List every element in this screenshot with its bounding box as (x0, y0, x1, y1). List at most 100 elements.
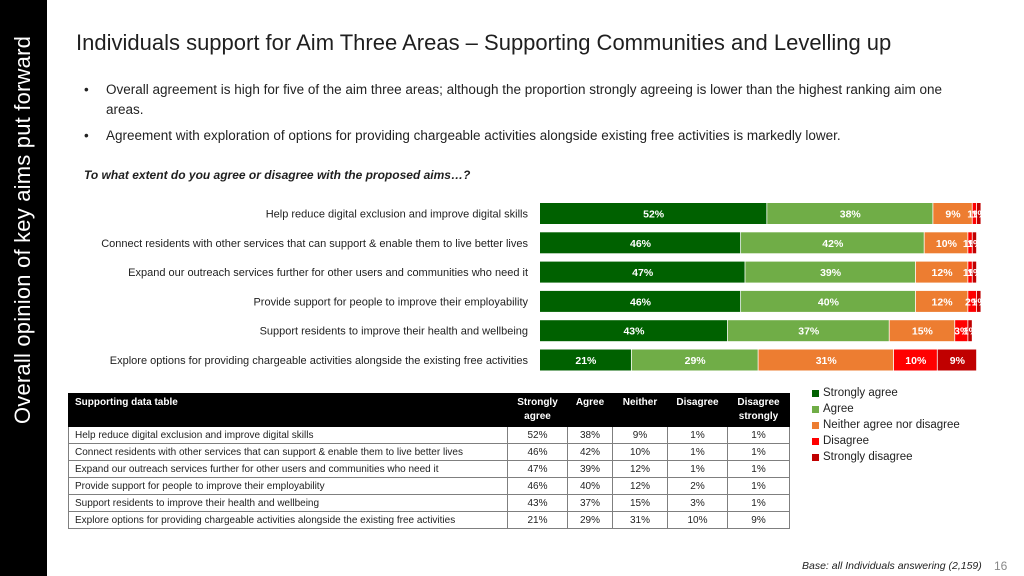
bar-segment (933, 203, 972, 224)
table-header-cell: Supporting data table (68, 393, 508, 427)
bullet-item: • Agreement with exploration of options … (84, 126, 944, 146)
table-cell: 42% (567, 443, 613, 461)
table-cell: 1% (727, 494, 790, 512)
bar-segment (915, 261, 968, 283)
data-label: 38% (840, 209, 862, 221)
data-label: 12% (932, 296, 954, 308)
table-cell: 31% (612, 511, 668, 529)
legend-label: Strongly agree (823, 387, 898, 399)
table-row: Explore options for providing chargeable… (68, 511, 790, 529)
data-label: 1% (972, 296, 985, 308)
table-header-cell: Agree (567, 393, 613, 427)
category-label: Expand our outreach services further for… (128, 267, 528, 279)
legend-swatch (812, 405, 819, 413)
data-label: 43% (623, 326, 645, 338)
table-row: Provide support for people to improve th… (68, 477, 790, 495)
data-label: 9% (950, 355, 966, 367)
table-cell: 10% (612, 443, 668, 461)
category-label: Provide support for people to improve th… (253, 296, 528, 308)
legend-label: Disagree (823, 435, 870, 447)
table-cell: 1% (727, 426, 790, 444)
bar-segment (540, 261, 745, 283)
data-label: 46% (630, 238, 652, 250)
bar-segment (540, 232, 741, 254)
bar-segment (893, 349, 937, 371)
bar-segment (937, 349, 977, 371)
table-cell: Support residents to improve their healt… (68, 494, 508, 512)
table-header-cell: Neither (612, 393, 668, 427)
legend-swatch (812, 389, 819, 397)
table-cell: 37% (567, 494, 613, 512)
table-cell: 1% (667, 460, 728, 478)
bar-segment (968, 261, 972, 283)
table-cell: 1% (667, 426, 728, 444)
legend-swatch (812, 437, 819, 445)
bar-segment (968, 320, 972, 342)
bar-segment (741, 232, 924, 254)
table-cell: 39% (567, 460, 613, 478)
data-label: 46% (630, 296, 652, 308)
table-cell: 9% (612, 426, 668, 444)
bar-segment (631, 349, 758, 371)
chart-svg: Help reduce digital exclusion and improv… (101, 203, 985, 371)
bar-segment (972, 203, 977, 224)
table-cell: Connect residents with other services th… (68, 443, 508, 461)
table-header-cell: Strongly agree (507, 393, 568, 427)
bullet-item: • Overall agreement is high for five of … (84, 80, 944, 120)
data-label: 1% (967, 267, 983, 279)
legend-swatch (812, 453, 819, 461)
table-cell: 15% (612, 494, 668, 512)
table-row: Connect residents with other services th… (68, 443, 790, 461)
legend-label: Agree (823, 403, 854, 415)
data-label: 1% (967, 238, 983, 250)
table-row: Support residents to improve their healt… (68, 494, 790, 512)
bar-segment (540, 290, 741, 312)
bar-segment (968, 290, 977, 312)
legend-item: Strongly agree (812, 385, 960, 401)
data-label: 3% (954, 326, 970, 338)
table-cell: 2% (667, 477, 728, 495)
table-row: Help reduce digital exclusion and improv… (68, 426, 790, 444)
bar-segment (745, 261, 916, 283)
bar-segment (741, 290, 916, 312)
table-cell: Help reduce digital exclusion and improv… (68, 426, 508, 444)
page-number: 16 (994, 559, 1008, 573)
table-cell: Explore options for providing chargeable… (68, 511, 508, 529)
data-label: 40% (818, 296, 840, 308)
table-cell: 10% (667, 511, 728, 529)
data-label: 12% (932, 267, 954, 279)
table-cell: 46% (507, 443, 568, 461)
bar-segment (727, 320, 889, 342)
chart-legend: Strongly agree Agree Neither agree nor dis… (812, 385, 960, 465)
bar-segment (977, 203, 981, 224)
table-header-row: Supporting data table Strongly agree Agr… (68, 393, 790, 427)
page-title: Individuals support for Aim Three Areas … (76, 30, 892, 55)
data-label: 1% (972, 209, 985, 221)
table-cell: 46% (507, 477, 568, 495)
table-row: Expand our outreach services further for… (68, 460, 790, 478)
table-cell: 1% (727, 477, 790, 495)
table-cell: Expand our outreach services further for… (68, 460, 508, 478)
bar-segment (972, 261, 977, 283)
category-label: Help reduce digital exclusion and improv… (266, 209, 529, 221)
data-label: 39% (820, 267, 842, 279)
table-cell: 1% (727, 460, 790, 478)
legend-item: Agree (812, 401, 960, 417)
data-label: 37% (798, 326, 820, 338)
bar-segment (955, 320, 968, 342)
sidebar: Overall opinion of key aims put forward (0, 0, 47, 576)
table-cell: 29% (567, 511, 613, 529)
table-header-cell: Disagree strongly (727, 393, 790, 427)
data-label: 9% (945, 209, 961, 221)
data-label: 10% (905, 355, 927, 367)
category-label: Connect residents with other services th… (101, 238, 528, 250)
data-label: 47% (632, 267, 654, 279)
bar-segment (924, 232, 968, 254)
data-label: 21% (575, 355, 597, 367)
bar-segment (915, 290, 968, 312)
bar-segment (758, 349, 894, 371)
bar-segment (540, 349, 631, 371)
supporting-data-table: Supporting data table Strongly agree Agr… (68, 393, 790, 529)
table-header-cell: Disagree (667, 393, 728, 427)
table-cell: 52% (507, 426, 568, 444)
